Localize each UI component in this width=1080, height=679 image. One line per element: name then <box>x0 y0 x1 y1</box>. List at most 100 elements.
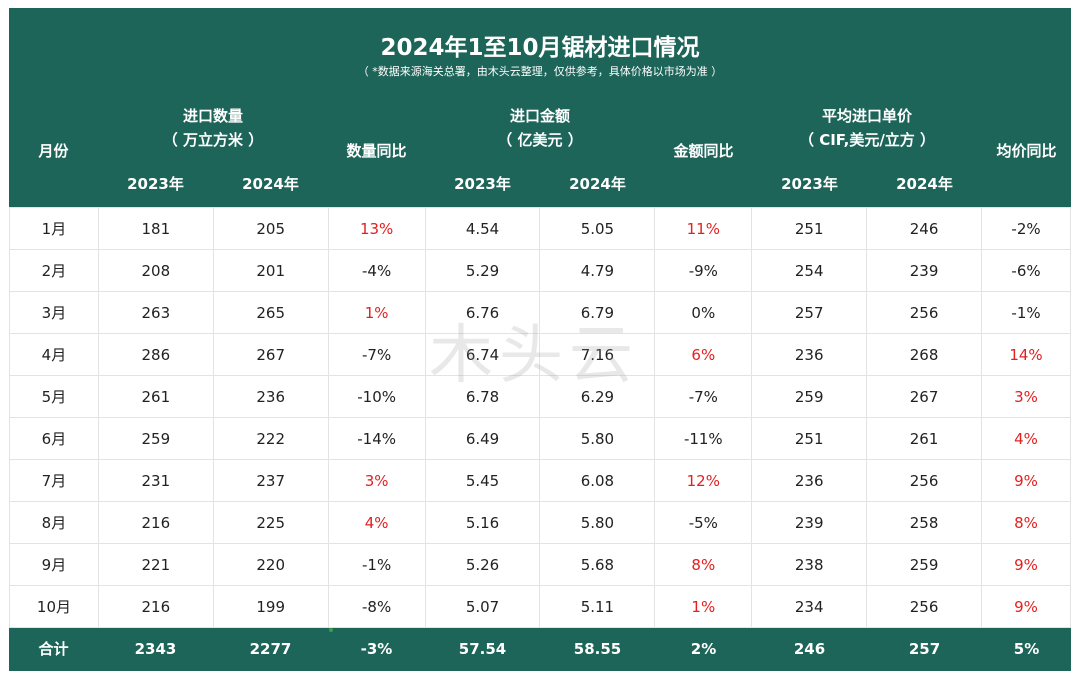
cell-price-yoy: 9% <box>981 543 1071 586</box>
header-price-yoy: 均价同比 <box>996 142 1057 160</box>
cell-amt-2023: 5.26 <box>424 543 541 586</box>
total-price-yoy: 5% <box>1013 640 1040 658</box>
cell-qty-2023: 216 <box>97 501 214 544</box>
total-row: 合计 2343 2277 -3% 57.54 58.55 2% 246 257 … <box>9 628 1071 671</box>
cell-qty-yoy: -14% <box>327 417 426 460</box>
cell-month: 8月 <box>9 501 99 544</box>
cell-amt-2023: 6.49 <box>424 417 541 460</box>
header-price-unit: （ CIF,美元/立方 ） <box>798 131 936 149</box>
cell-qty-2023: 259 <box>97 417 214 460</box>
cell-month: 5月 <box>9 375 99 418</box>
cell-qty-2024: 225 <box>212 501 329 544</box>
header-price: 平均进口单价 （ CIF,美元/立方 ） <box>752 104 982 152</box>
header-qty-yoy: 数量同比 <box>346 142 407 160</box>
cell-amt-yoy: -9% <box>654 249 753 292</box>
header-amount-unit: （ 亿美元 ） <box>497 131 583 149</box>
cell-month: 9月 <box>9 543 99 586</box>
cell-amt-2024: 6.29 <box>539 375 656 418</box>
header-quantity-unit: （ 万立方米 ） <box>162 131 264 149</box>
cell-price-yoy: 8% <box>981 501 1071 544</box>
cell-qty-2023: 261 <box>97 375 214 418</box>
cell-price-yoy: -1% <box>981 291 1071 334</box>
cell-month: 7月 <box>9 459 99 502</box>
cell-qty-yoy: -1% <box>327 543 426 586</box>
header-amt-yoy: 金额同比 <box>673 142 734 160</box>
cell-price-yoy: 14% <box>981 333 1071 376</box>
cell-qty-2024: 267 <box>212 333 329 376</box>
cell-qty-2024: 236 <box>212 375 329 418</box>
cell-price-yoy: -2% <box>981 207 1071 250</box>
cell-amt-yoy: 8% <box>654 543 753 586</box>
table-row: 9月 221 220 -1% 5.26 5.68 8% 238 259 9% <box>9 543 1071 586</box>
cell-qty-2023: 286 <box>97 333 214 376</box>
cell-qty-2024: 199 <box>212 585 329 628</box>
cell-amt-2024: 6.08 <box>539 459 656 502</box>
cell-amt-2024: 5.05 <box>539 207 656 250</box>
cell-price-2024: 246 <box>866 207 983 250</box>
total-qty-2023: 2343 <box>134 640 177 658</box>
header-quantity: 进口数量 （ 万立方米 ） <box>98 104 328 152</box>
total-price-2024: 257 <box>908 640 941 658</box>
cell-amt-yoy: -5% <box>654 501 753 544</box>
table-row: 8月 216 225 4% 5.16 5.80 -5% 239 258 8% <box>9 501 1071 544</box>
header-amount-title: 进口金额 <box>509 107 570 125</box>
cell-amt-2024: 5.11 <box>539 585 656 628</box>
total-label: 合计 <box>38 640 69 658</box>
header-qty-2024: 2024年 <box>242 175 299 193</box>
cell-amt-yoy: 12% <box>654 459 753 502</box>
marker-dot <box>329 628 333 632</box>
cell-qty-2024: 201 <box>212 249 329 292</box>
table-row: 7月 231 237 3% 5.45 6.08 12% 236 256 9% <box>9 459 1071 502</box>
cell-amt-2024: 7.16 <box>539 333 656 376</box>
cell-amt-2023: 5.07 <box>424 585 541 628</box>
cell-price-2023: 239 <box>751 501 868 544</box>
cell-amt-2023: 6.74 <box>424 333 541 376</box>
header-price-title: 平均进口单价 <box>821 107 912 125</box>
table-row: 4月 286 267 -7% 6.74 7.16 6% 236 268 14% <box>9 333 1071 376</box>
cell-price-2023: 251 <box>751 417 868 460</box>
cell-price-2024: 239 <box>866 249 983 292</box>
cell-amt-2024: 4.79 <box>539 249 656 292</box>
cell-price-2024: 259 <box>866 543 983 586</box>
header-month: 月份 <box>38 142 69 160</box>
header-amt-2023: 2023年 <box>454 175 511 193</box>
header-quantity-title: 进口数量 <box>182 107 243 125</box>
cell-qty-yoy: -8% <box>327 585 426 628</box>
cell-price-2023: 251 <box>751 207 868 250</box>
table-row: 10月 216 199 -8% 5.07 5.11 1% 234 256 9% <box>9 585 1071 628</box>
cell-month: 10月 <box>9 585 99 628</box>
cell-amt-yoy: -11% <box>654 417 753 460</box>
cell-price-2024: 256 <box>866 291 983 334</box>
page-title: 2024年1至10月锯材进口情况 <box>380 35 700 61</box>
table-row: 6月 259 222 -14% 6.49 5.80 -11% 251 261 4% <box>9 417 1071 460</box>
cell-qty-2024: 220 <box>212 543 329 586</box>
cell-price-2024: 268 <box>866 333 983 376</box>
header-amount: 进口金额 （ 亿美元 ） <box>425 104 655 152</box>
cell-price-yoy: 4% <box>981 417 1071 460</box>
cell-price-2023: 259 <box>751 375 868 418</box>
cell-price-2023: 236 <box>751 459 868 502</box>
cell-amt-yoy: -7% <box>654 375 753 418</box>
table-row: 2月 208 201 -4% 5.29 4.79 -9% 254 239 -6% <box>9 249 1071 292</box>
cell-amt-2023: 5.29 <box>424 249 541 292</box>
total-amt-2023: 57.54 <box>458 640 507 658</box>
cell-price-2023: 234 <box>751 585 868 628</box>
cell-qty-yoy: 3% <box>327 459 426 502</box>
cell-qty-yoy: 4% <box>327 501 426 544</box>
cell-amt-2023: 6.78 <box>424 375 541 418</box>
total-qty-yoy: -3% <box>360 640 393 658</box>
header-price-2024: 2024年 <box>896 175 953 193</box>
cell-qty-yoy: 1% <box>327 291 426 334</box>
header-qty-2023: 2023年 <box>127 175 184 193</box>
header-price-2023: 2023年 <box>781 175 838 193</box>
table-body: 1月 181 205 13% 4.54 5.05 11% 251 246 -2% 2月 208 201-… <box>9 207 1071 628</box>
cell-month: 6月 <box>9 417 99 460</box>
table-row: 3月 263 265 1% 6.76 6.79 0% 257 256 -1% <box>9 291 1071 334</box>
cell-amt-2024: 5.80 <box>539 417 656 460</box>
cell-price-yoy: -6% <box>981 249 1071 292</box>
total-price-2023: 246 <box>793 640 826 658</box>
cell-price-yoy: 9% <box>981 459 1071 502</box>
page-subtitle: （ *数据来源海关总署，由木头云整理，仅供参考，具体价格以市场为准 ） <box>357 65 723 78</box>
report-frame: 2024年1至10月锯材进口情况 （ *数据来源海关总署，由木头云整理，仅供参考… <box>9 8 1071 671</box>
table-row: 5月 261 236 -10% 6.78 6.29 -7% 259 267 3% <box>9 375 1071 418</box>
